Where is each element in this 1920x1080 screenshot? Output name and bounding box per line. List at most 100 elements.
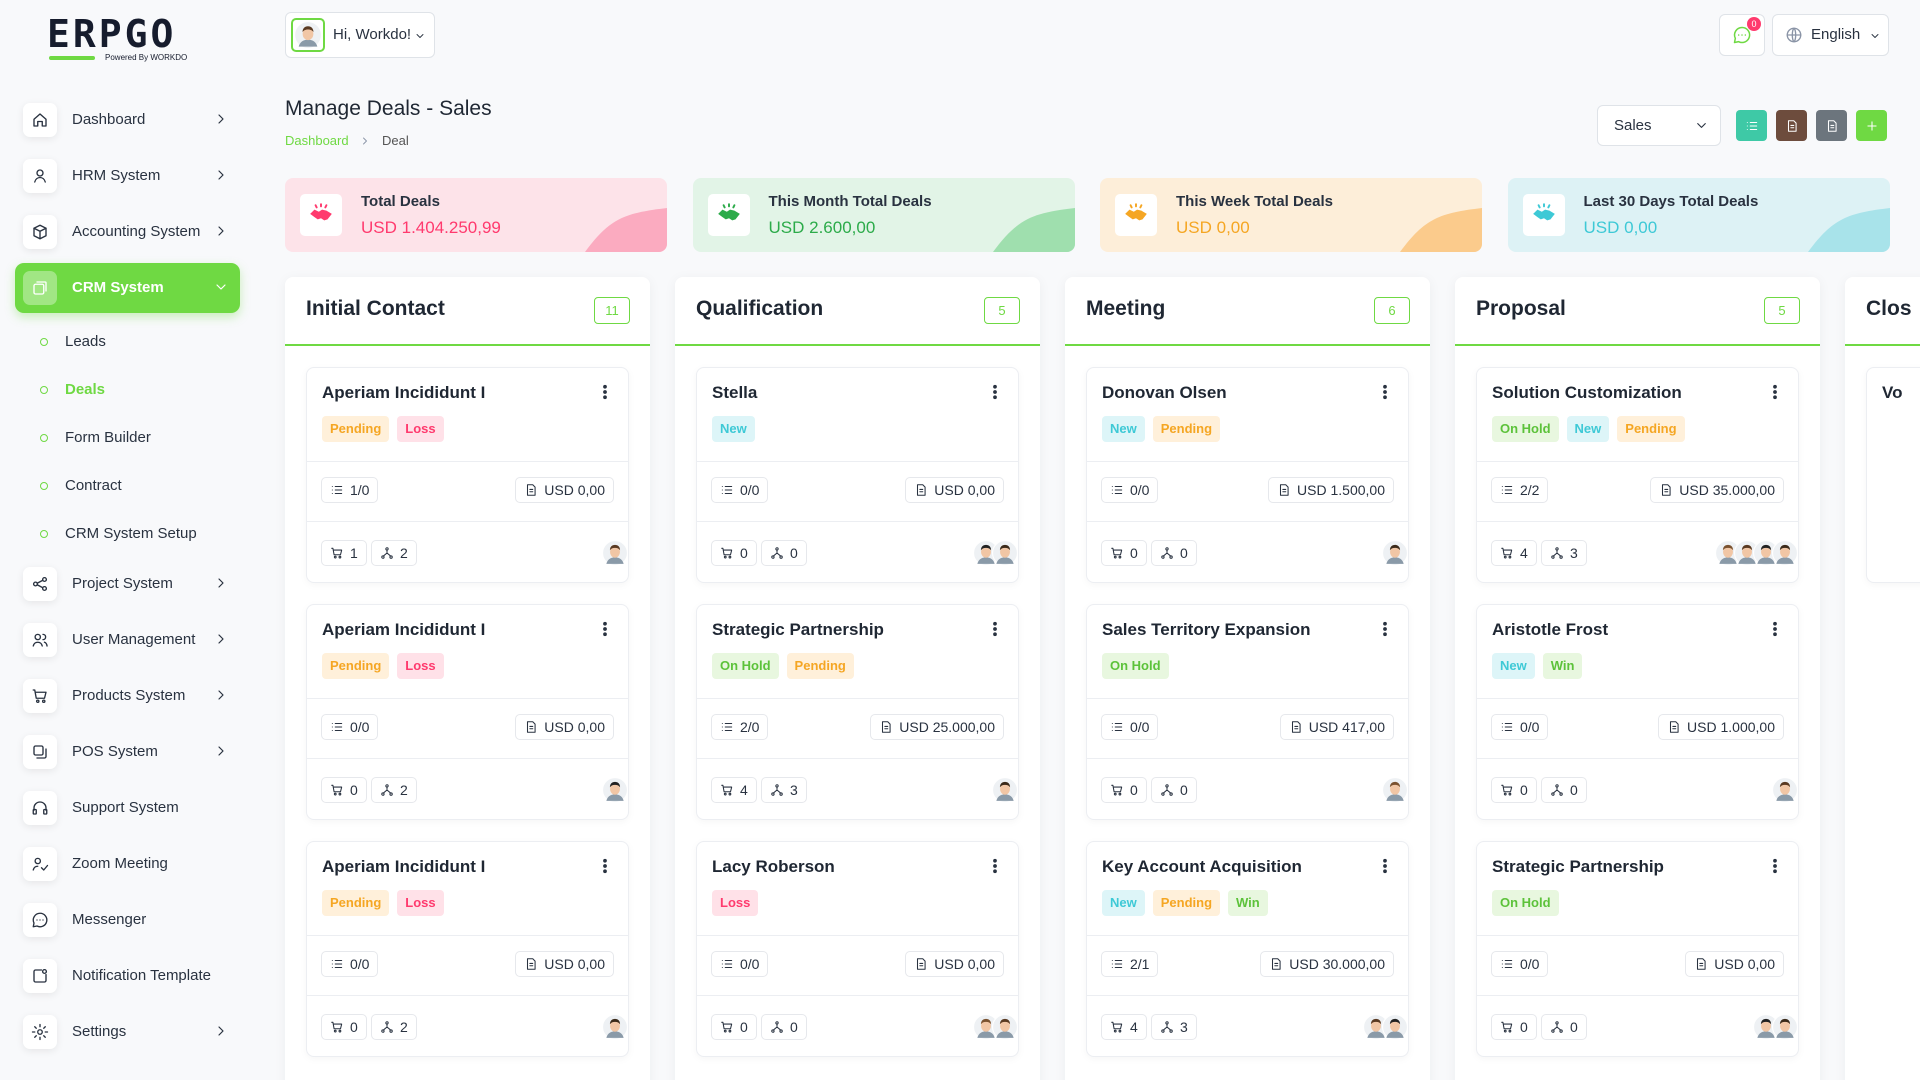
breadcrumb-link[interactable]: Dashboard — [285, 133, 349, 148]
icon-shape — [1866, 120, 1877, 131]
deal-tasks: 0/0 — [321, 951, 379, 977]
deal-card[interactable]: Strategic Partnership On Hold Pending 2/0 US… — [696, 604, 1019, 820]
deal-menu[interactable] — [596, 620, 614, 643]
icon-shape — [1370, 1018, 1382, 1025]
sidebar-item[interactable]: Notification Template — [15, 951, 240, 1001]
icon-shape — [1773, 858, 1777, 863]
icon-shape — [218, 578, 224, 588]
icon-shape — [1761, 546, 1771, 558]
deal-menu[interactable] — [986, 383, 1004, 406]
deal-card[interactable]: Lacy Roberson Loss 0/0 USD 0,00 0 0 — [696, 841, 1019, 1057]
deal-menu[interactable] — [1376, 383, 1394, 406]
submenu-item[interactable]: Deals — [65, 381, 106, 398]
deal-menu[interactable] — [1376, 620, 1394, 643]
icon-shape — [331, 547, 343, 559]
deal-tag: On Hold — [1102, 653, 1169, 679]
icon-shape — [33, 283, 45, 295]
submenu-item[interactable]: CRM System Setup — [65, 525, 197, 542]
sidebar-item[interactable]: Accounting System — [15, 207, 240, 257]
icon-shape — [1383, 864, 1387, 868]
avatar — [1363, 1014, 1389, 1040]
deal-card[interactable]: Aperiam Incididunt I Pending Loss 1/0 USD 0,… — [306, 367, 629, 583]
sidebar-item[interactable]: CRM System — [15, 263, 240, 313]
deal-menu[interactable] — [986, 620, 1004, 643]
sidebar-icon — [23, 567, 57, 601]
deal-menu[interactable] — [1376, 857, 1394, 880]
sidebar-label: Settings — [72, 1023, 127, 1040]
submenu-item[interactable]: Form Builder — [65, 429, 151, 446]
sidebar-item[interactable]: User Management — [15, 615, 240, 665]
icon-shape — [1383, 384, 1387, 400]
deal-sources-value: 0 — [790, 545, 798, 561]
sidebar-item[interactable]: Settings — [15, 1007, 240, 1057]
deal-menu[interactable] — [1766, 383, 1784, 406]
icon-shape — [1501, 1021, 1513, 1033]
deal-card[interactable]: Stella New 0/0 USD 0,00 0 0 — [696, 367, 1019, 583]
icon-shape — [1389, 544, 1401, 551]
icon-shape — [331, 722, 343, 732]
deal-card[interactable]: Aristotle Frost New Win 0/0 USD 1.000,00 0 0 — [1476, 604, 1799, 820]
icon-shape — [992, 1014, 1018, 1040]
submenu-item[interactable]: Leads — [65, 333, 106, 350]
deal-title: Key Account Acquisition — [1102, 857, 1302, 876]
sidebar-item[interactable]: HRM System — [15, 151, 240, 201]
icon-shape — [1280, 484, 1289, 496]
deal-menu[interactable] — [1766, 620, 1784, 643]
sidebar-item[interactable]: Dashboard — [15, 95, 240, 145]
card-divider — [697, 935, 1018, 936]
user-menu[interactable]: Hi, Workdo! — [285, 12, 435, 58]
deal-tasks-value: 0/0 — [1520, 719, 1540, 735]
deal-card[interactable]: Key Account Acquisition New Pending Win 2/1 U… — [1086, 841, 1409, 1057]
deal-card[interactable]: Donovan Olsen New Pending 0/0 USD 1.500,00 0 0 — [1086, 367, 1409, 583]
deal-card[interactable]: Solution Customization On Hold New Pending 2… — [1476, 367, 1799, 583]
deal-card[interactable]: Sales Territory Expansion On Hold 0/0 USD 4… — [1086, 604, 1409, 820]
create-button[interactable] — [1856, 110, 1887, 141]
export-button[interactable] — [1816, 110, 1847, 141]
icon-shape — [993, 621, 997, 626]
deal-products: 0 — [711, 540, 757, 566]
sidebar-item[interactable]: Products System — [15, 671, 240, 721]
deal-card[interactable]: Aperiam Incididunt I Pending Loss 0/0 USD 0,… — [306, 604, 629, 820]
sidebar-label: Products System — [72, 687, 186, 704]
list-view-button[interactable] — [1736, 110, 1767, 141]
language-menu[interactable]: English — [1772, 14, 1889, 56]
deal-tasks-value: 0/0 — [1130, 482, 1150, 498]
deal-amount: USD 0,00 — [905, 477, 1004, 503]
deal-menu[interactable] — [986, 857, 1004, 880]
deal-card[interactable]: Aperiam Incididunt I Pending Loss 0/0 USD 0,… — [306, 841, 629, 1057]
sidebar-item[interactable]: Zoom Meeting — [15, 839, 240, 889]
icon-shape — [381, 792, 385, 796]
deal-menu[interactable] — [596, 857, 614, 880]
import-button[interactable] — [1776, 110, 1807, 141]
icon-shape — [1753, 540, 1779, 566]
submenu-dot — [40, 482, 48, 490]
deal-amount: USD 0,00 — [1685, 951, 1784, 977]
sidebar-item[interactable]: Messenger — [15, 895, 240, 945]
icon-shape — [34, 169, 46, 183]
icon-shape — [1779, 544, 1791, 551]
submenu-item[interactable]: Contract — [65, 477, 122, 494]
icon-shape — [1537, 203, 1550, 209]
deal-menu[interactable] — [1766, 857, 1784, 880]
deal-card[interactable]: Strategic Partnership On Hold 0/0 USD 0,00 0… — [1476, 841, 1799, 1057]
deal-title: Solution Customization — [1492, 383, 1682, 402]
sidebar-item[interactable]: POS System — [15, 727, 240, 777]
icon-shape — [1501, 1021, 1513, 1030]
icon-shape — [1383, 858, 1387, 863]
deal-products-value: 0 — [740, 1019, 748, 1035]
deal-sources-value: 0 — [1570, 1019, 1578, 1035]
icon-shape — [779, 792, 783, 796]
column-title: Meeting — [1086, 297, 1166, 320]
deal-menu[interactable] — [596, 383, 614, 406]
icon-shape — [36, 579, 44, 589]
sidebar-item[interactable]: Support System — [15, 783, 240, 833]
icon-shape — [363, 137, 367, 145]
sidebar-item[interactable]: Project System — [15, 559, 240, 609]
icon-shape — [603, 395, 607, 400]
icon-shape — [35, 699, 40, 704]
deal-card[interactable]: Vo — [1866, 367, 1920, 583]
pipeline-select[interactable]: Sales — [1597, 105, 1721, 146]
notification-button[interactable]: 0 — [1719, 14, 1765, 56]
user-avatar-box — [291, 18, 325, 52]
icon-shape — [1118, 1029, 1122, 1033]
